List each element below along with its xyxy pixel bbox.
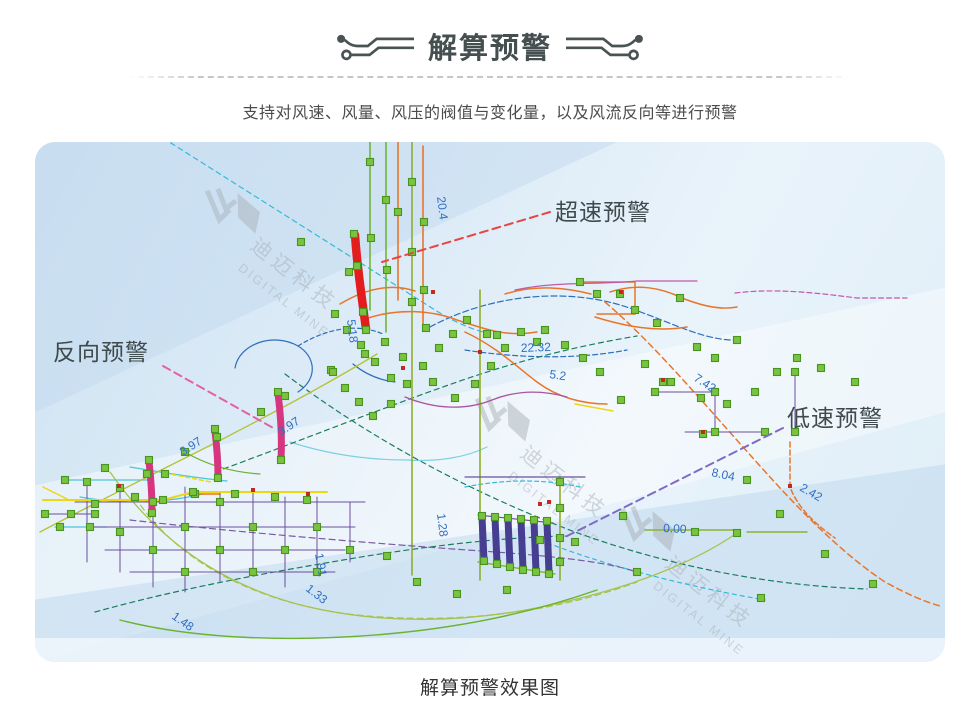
flow-value-label: 0.00 [663,521,687,536]
circuit-ornament-left-icon [337,34,414,61]
overspeed-warning-label: 超速预警 [555,199,651,225]
warning-segments [145,230,553,574]
warning-annotations: 超速预警 反向预警 低速预警 [53,199,883,539]
flow-value-label: 1.91 [312,552,330,578]
background-bottom-strip [35,638,945,662]
flow-value-label: 8.04 [710,465,736,484]
page-title: 解算预警 [427,33,552,65]
watermark-topleft: 迪迈科技 DIGITAL MINE [204,187,342,341]
flow-value-label: 2.42 [798,480,826,504]
circuit-ornament-right-icon [566,34,643,61]
ventilation-network-diagram: 迪迈科技 DIGITAL MINE 迪迈科技 DIGITAL MINE 迪迈科技… [39,142,941,659]
figure-caption: 解算预警效果图 [419,678,560,699]
flow-value-label: 5.2 [549,367,568,383]
flow-value-label: 1.33 [303,581,330,607]
flow-value-label: 1.28 [434,513,451,538]
overspeed-pointer-line [381,211,551,263]
ventilation-network-panel: 迪迈科技 DIGITAL MINE 迪迈科技 DIGITAL MINE 迪迈科技… [35,142,945,662]
airway-lines [39,142,941,640]
flow-value-label: 5.18 [344,319,361,344]
reverse-warning-label: 反向预警 [53,339,149,365]
lowspeed-warning-label: 低速预警 [787,405,883,431]
flow-value-label: 22.32 [521,340,552,355]
reverse-pointer-line [162,365,276,430]
dashed-divider [128,76,852,78]
section-header: 解算预警 支持对风速、风量、风压的阀值与变化量，以及风流反向等进行预警 [0,24,980,123]
lowspeed-pointer-line [562,427,784,539]
lowspeed-hatched-segment [478,516,553,574]
overspeed-airway-segment [350,230,371,334]
flow-value-label: 20.4 [434,196,451,221]
section-subtitle: 支持对风速、风量、风压的阀值与变化量，以及风流反向等进行预警 [242,105,738,122]
title-row: 解算预警 [0,24,980,68]
